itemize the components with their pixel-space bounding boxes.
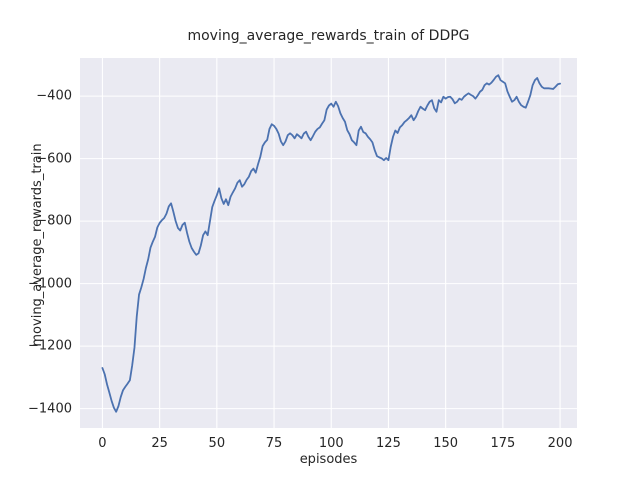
y-tick-label: −800 <box>36 213 72 229</box>
y-tick-label: −400 <box>36 88 72 104</box>
x-tick-label: 175 <box>490 436 516 451</box>
x-tick-label: 100 <box>318 436 344 451</box>
x-tick-label: 125 <box>376 436 401 451</box>
y-tick-label: −1200 <box>28 338 72 354</box>
y-tick-label: −1000 <box>28 276 72 292</box>
y-axis-label: moving_average_rewards_train <box>30 143 45 347</box>
x-tick-label: 75 <box>265 436 283 451</box>
x-tick-label: 25 <box>151 436 168 451</box>
x-axis-label: episodes <box>299 452 358 467</box>
x-tick-label: 50 <box>208 436 226 451</box>
x-tick-label: 200 <box>547 436 573 451</box>
y-tick-label: −600 <box>36 151 72 167</box>
x-tick-label: 0 <box>98 436 107 451</box>
x-tick-label: 150 <box>433 436 459 451</box>
y-tick-label: −1400 <box>28 401 72 417</box>
chart-title: moving_average_rewards_train of DDPG <box>187 28 470 44</box>
plot-area <box>80 58 577 428</box>
line-chart-canvas <box>80 58 577 428</box>
series-line <box>101 74 561 413</box>
